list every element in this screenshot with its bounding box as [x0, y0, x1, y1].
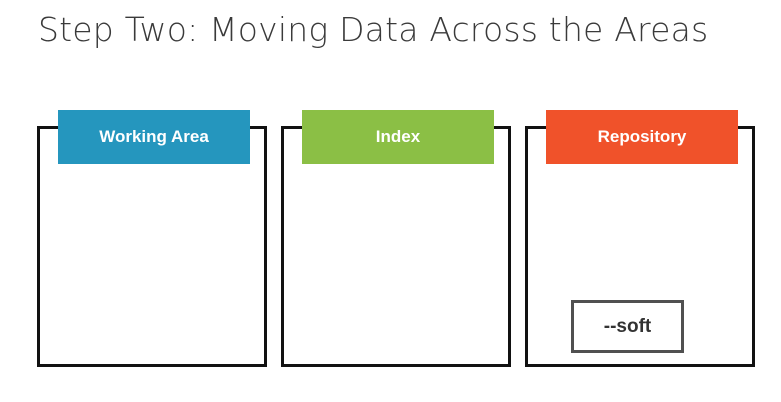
repository-box: [525, 126, 755, 367]
repository-label: Repository: [546, 110, 738, 164]
soft-flag-box: --soft: [571, 300, 684, 353]
slide-title: Step Two: Moving Data Across the Areas: [38, 10, 709, 49]
index-label: Index: [302, 110, 494, 164]
working-area-label: Working Area: [58, 110, 250, 164]
index-box: [281, 126, 511, 367]
